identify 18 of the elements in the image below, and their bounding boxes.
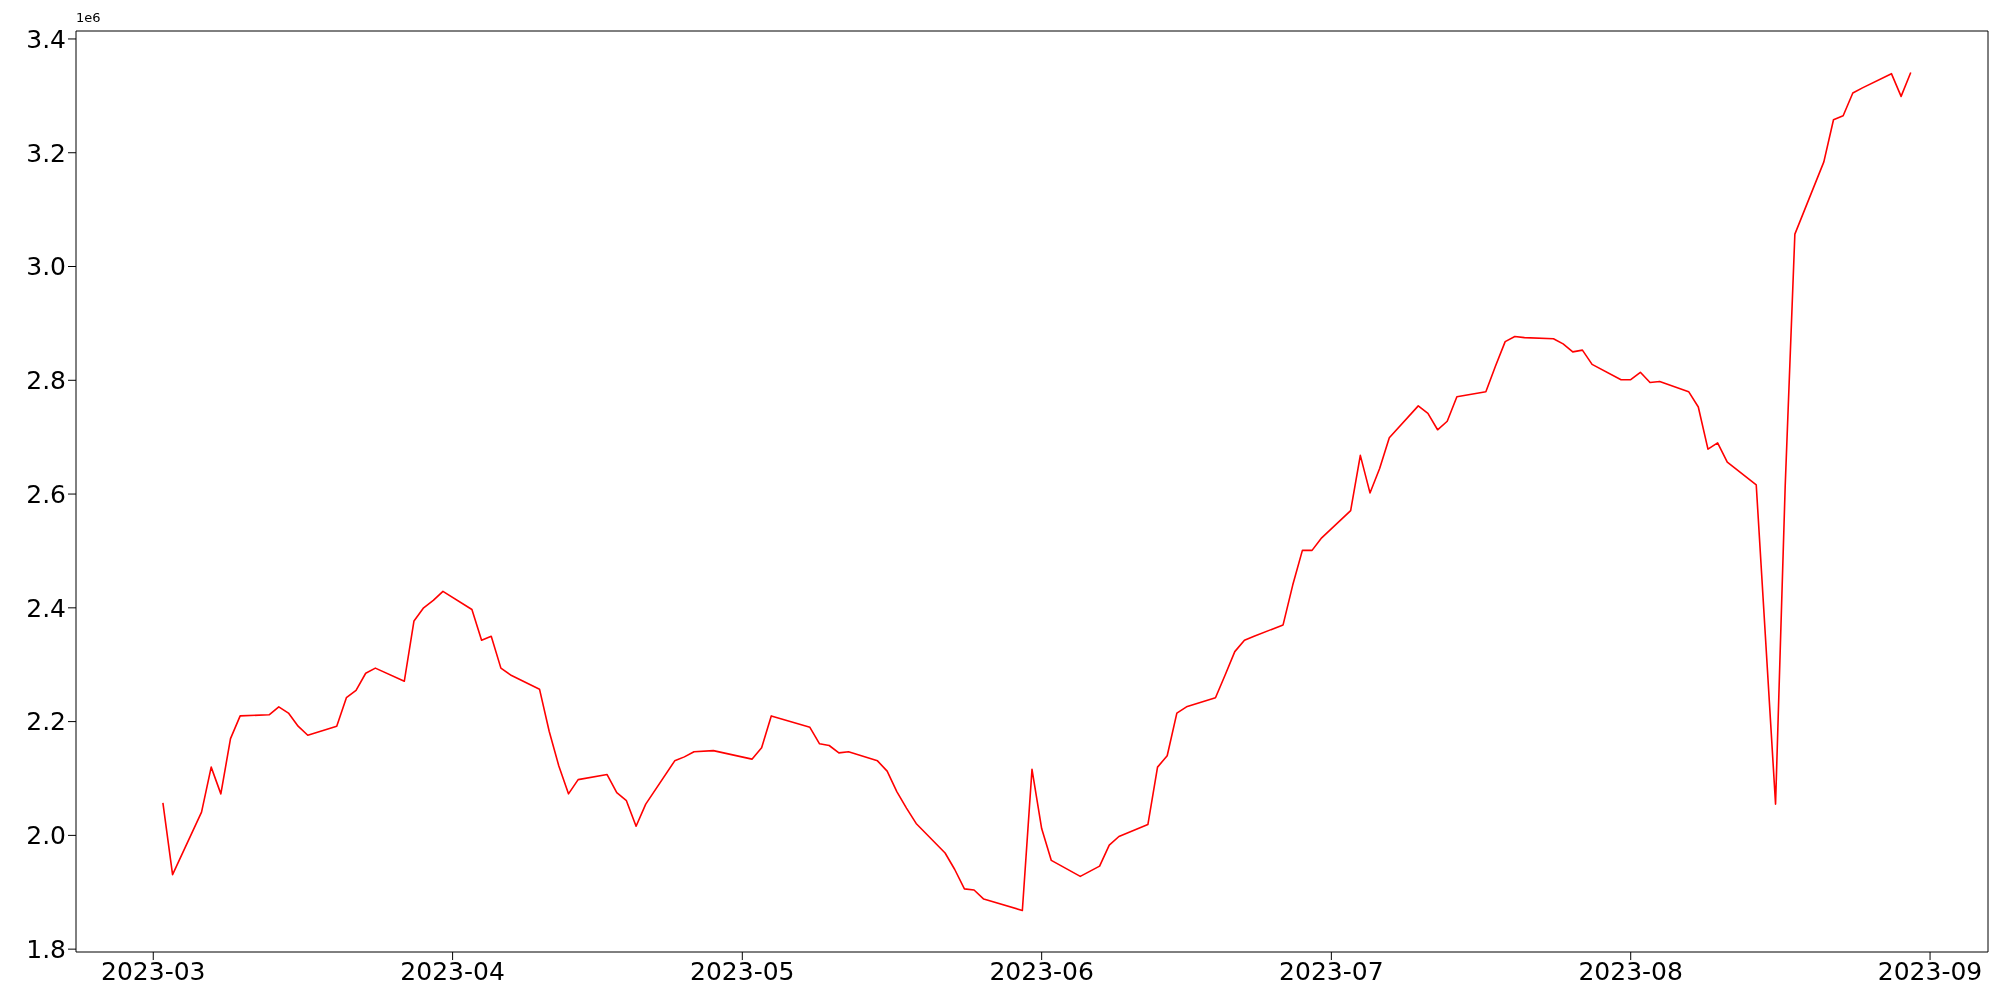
text: 1e6: [76, 10, 101, 25]
x-tick-label: 2023-07: [1279, 956, 1384, 986]
x-tick-label: 2023-08: [1578, 956, 1683, 986]
y-tick-label: 3.0: [26, 252, 66, 282]
y-tick-label: 3.2: [26, 138, 66, 168]
x-tick-label: 2023-03: [101, 956, 206, 986]
y-tick-label: 1.8: [26, 935, 66, 965]
y-tick-label: 2.8: [26, 366, 66, 396]
x-tick-label: 2023-05: [690, 956, 795, 986]
x-tick-label: 2023-09: [1877, 956, 1983, 986]
x-tick-label: 2023-06: [989, 956, 1094, 986]
y-tick-label: 2.2: [26, 707, 66, 737]
y-tick-label: 2.0: [26, 821, 66, 851]
y-tick-label: 2.4: [26, 593, 66, 623]
y-tick-label: 3.4: [26, 24, 66, 54]
line-series: [162, 71, 1912, 912]
y-tick-label: 2.6: [26, 479, 66, 509]
x-tick-label: 2023-04: [400, 956, 505, 986]
